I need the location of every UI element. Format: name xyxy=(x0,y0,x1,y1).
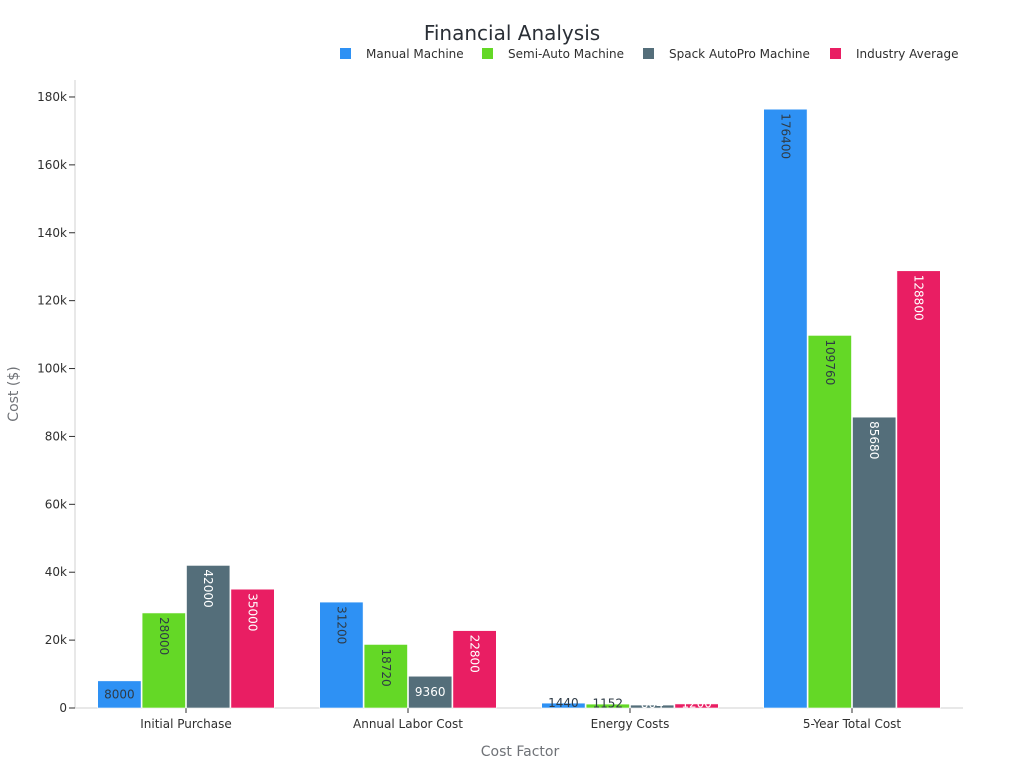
bar xyxy=(408,675,453,709)
bar-data-label: 1440 xyxy=(548,696,579,710)
legend-label: Spack AutoPro Machine xyxy=(669,47,810,61)
legend-label: Industry Average xyxy=(856,47,958,61)
bar xyxy=(630,704,675,709)
bar-data-label: 1200 xyxy=(681,696,712,710)
y-tick-label: 140k xyxy=(37,226,67,240)
legend-item[interactable]: Semi-Auto Machine xyxy=(482,47,624,61)
legend-label: Semi-Auto Machine xyxy=(508,47,624,61)
legend-swatch xyxy=(482,48,493,59)
y-tick-label: 40k xyxy=(45,565,67,579)
bar xyxy=(763,108,808,709)
legend: Manual Machine Semi-Auto Machine Spack Aut… xyxy=(340,47,958,61)
y-tick-label: 0 xyxy=(59,701,67,715)
bar-data-label: 864 xyxy=(641,697,664,711)
bar-data-label: 8000 xyxy=(104,687,135,701)
bars xyxy=(97,108,941,709)
bar xyxy=(674,703,719,709)
bar xyxy=(852,416,897,709)
bar-labels: 8000 31200 1440 176400 28000 18720 1152 109760 4… xyxy=(104,113,925,711)
bar-data-label: 42000 xyxy=(201,569,215,607)
bar xyxy=(97,680,142,709)
legend-item[interactable]: Spack AutoPro Machine xyxy=(643,47,810,61)
y-tick-label: 120k xyxy=(37,294,67,308)
bar-data-label: 28000 xyxy=(157,617,171,655)
bar-data-label: 35000 xyxy=(246,593,260,631)
y-tick-label: 180k xyxy=(37,90,67,104)
bar xyxy=(807,335,852,709)
y-tick-label: 160k xyxy=(37,158,67,172)
y-tick-label: 80k xyxy=(45,429,67,443)
legend-swatch xyxy=(830,48,841,59)
legend-swatch xyxy=(643,48,654,59)
y-tick-label: 60k xyxy=(45,497,67,511)
bar xyxy=(585,703,630,709)
legend-swatch xyxy=(340,48,351,59)
bar xyxy=(141,612,186,709)
x-axis-title: Cost Factor xyxy=(481,744,560,760)
bar-data-label: 31200 xyxy=(334,606,348,644)
legend-item[interactable]: Industry Average xyxy=(830,47,958,61)
bar-data-label: 109760 xyxy=(823,339,837,385)
x-tick-label: 5-Year Total Cost xyxy=(803,717,902,731)
y-tick-label: 100k xyxy=(37,362,67,376)
bar xyxy=(452,630,497,709)
bar-data-label: 176400 xyxy=(778,113,792,159)
x-axis: Initial Purchase Annual Labor Cost Energy … xyxy=(75,707,963,731)
legend-item[interactable]: Manual Machine xyxy=(340,47,464,61)
bar xyxy=(186,565,231,709)
bar-data-label: 85680 xyxy=(867,421,881,459)
x-tick-label: Energy Costs xyxy=(591,717,670,731)
bar-data-label: 1152 xyxy=(593,697,624,711)
y-axis-title: Cost ($) xyxy=(6,366,22,421)
x-tick-label: Annual Labor Cost xyxy=(353,717,463,731)
bar-data-label: 128800 xyxy=(912,275,926,321)
bar-data-label: 22800 xyxy=(468,635,482,673)
y-tick-label: 20k xyxy=(45,633,67,647)
x-tick-label: Initial Purchase xyxy=(140,717,232,731)
chart-title: Financial Analysis xyxy=(424,21,600,45)
bar-data-label: 18720 xyxy=(379,648,393,686)
bar xyxy=(896,270,941,709)
y-axis: 0 20k 40k 60k 80k 100k 120k 140k 160k 180k xyxy=(37,80,76,715)
bar xyxy=(319,601,364,709)
bar xyxy=(541,702,586,709)
legend-label: Manual Machine xyxy=(366,47,464,61)
bar xyxy=(230,588,275,709)
bar-data-label: 9360 xyxy=(415,685,446,699)
bar xyxy=(363,644,408,709)
